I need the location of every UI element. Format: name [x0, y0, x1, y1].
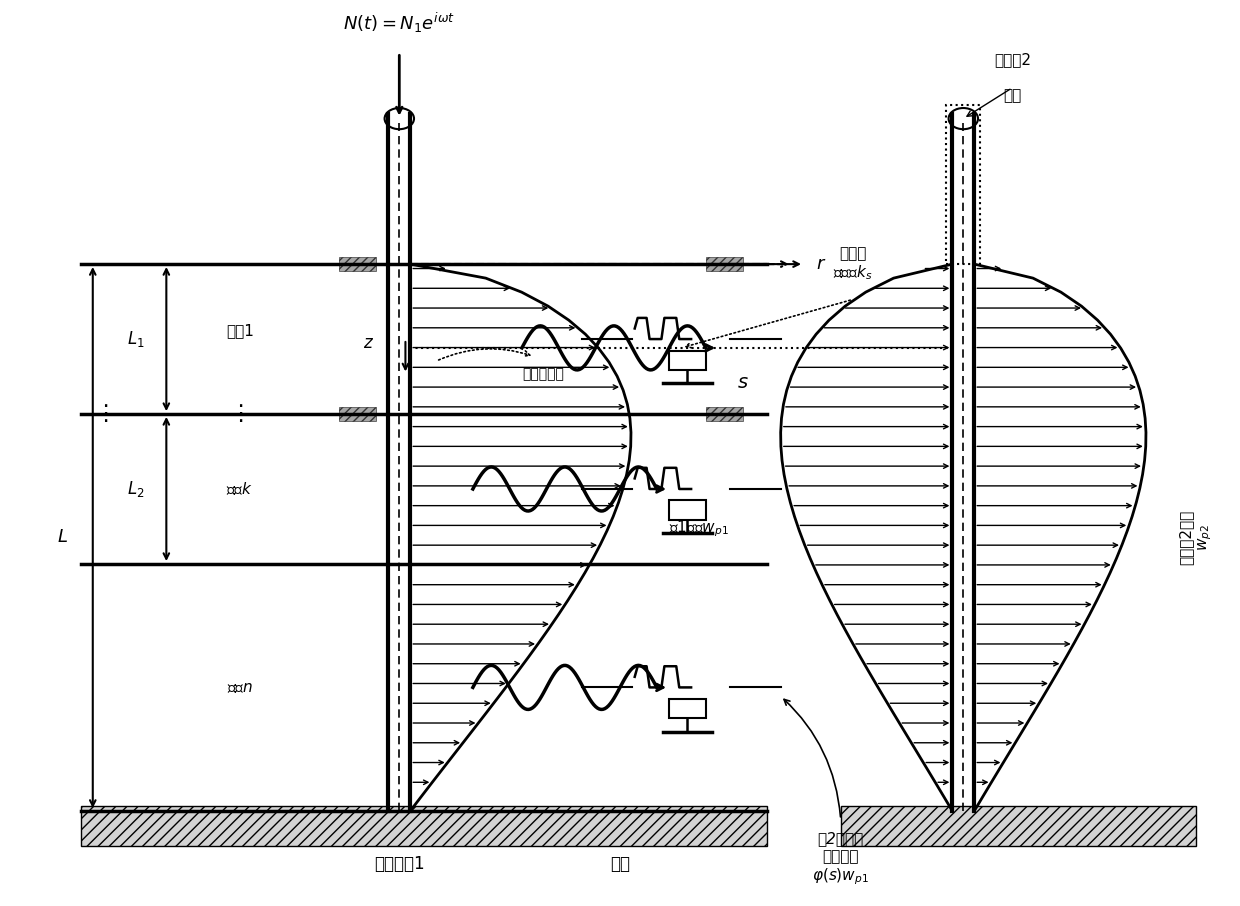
Text: $L_2$: $L_2$ [126, 479, 144, 499]
Text: ⋮: ⋮ [94, 404, 117, 424]
Bar [340, 408, 376, 420]
Text: 受荷源桩1: 受荷源桩1 [374, 854, 424, 872]
Text: 被动桩2: 被动桩2 [993, 53, 1030, 67]
Text: 基岩: 基岩 [610, 854, 630, 872]
Text: ⋮: ⋮ [229, 404, 250, 424]
Bar [706, 408, 743, 420]
Text: $L_1$: $L_1$ [126, 329, 145, 349]
Text: $L$: $L$ [57, 528, 68, 546]
Text: 被动桩2响应
$w_{p2}$: 被动桩2响应 $w_{p2}$ [1178, 510, 1214, 565]
Bar [706, 257, 743, 271]
Text: $r$: $r$ [816, 255, 827, 273]
Text: $z$: $z$ [363, 335, 374, 352]
Bar [670, 351, 706, 370]
Bar [670, 699, 706, 718]
Bar [81, 806, 768, 846]
Text: 位置: 位置 [1003, 88, 1022, 102]
Bar [946, 105, 981, 265]
Text: $N(t) = N_1 e^{i\omega t}$: $N(t) = N_1 e^{i\omega t}$ [343, 11, 455, 34]
Text: 桩2位置处
土体响应
$\varphi(s)w_{p1}$: 桩2位置处 土体响应 $\varphi(s)w_{p1}$ [812, 832, 869, 887]
Text: 桩1响应$w_{p1}$: 桩1响应$w_{p1}$ [670, 518, 729, 539]
Text: 桩周土
复刚度$k_s$: 桩周土 复刚度$k_s$ [833, 246, 873, 283]
Bar [841, 806, 1197, 846]
Text: 土层$k$: 土层$k$ [227, 480, 253, 497]
Text: 径向剪切波: 径向剪切波 [522, 367, 564, 381]
Text: $s$: $s$ [737, 374, 749, 392]
Bar [340, 257, 376, 271]
Bar [670, 500, 706, 520]
Text: 土层1: 土层1 [226, 323, 254, 338]
Text: 土层$n$: 土层$n$ [227, 680, 253, 695]
